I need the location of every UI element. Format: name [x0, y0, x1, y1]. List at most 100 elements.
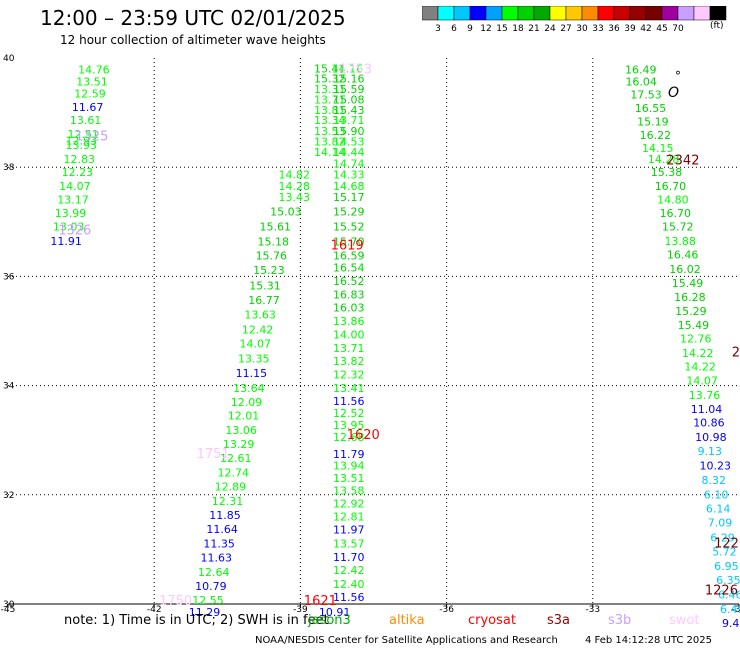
map-grid: [8, 58, 739, 604]
wave-height-value: 14.44: [333, 146, 365, 159]
wave-height-value: 11.70: [333, 551, 365, 564]
wave-height-value: 16.03: [333, 302, 365, 315]
pass-time-label: 1619: [331, 239, 364, 254]
wave-height-value: 13.93: [66, 139, 98, 152]
island-marker: O: [668, 85, 679, 101]
wave-height-value: 10.91: [319, 606, 351, 619]
wave-height-value: 14.16: [332, 62, 364, 75]
wave-height-value: 11.64: [206, 523, 238, 536]
pass-time-label: 1226: [705, 583, 738, 598]
island-marker: °: [675, 69, 681, 83]
wave-height-value: 15.19: [637, 115, 669, 128]
wave-height-value: 16.49: [625, 63, 657, 76]
pass-time-label: 1751: [197, 447, 230, 462]
wave-height-value: 13.71: [333, 342, 365, 355]
color-scale-bar: 3 6 9 12 15 18 21 24 27 30 33 36 39 42 45 70: [422, 6, 727, 34]
wave-height-value: 10.98: [695, 431, 727, 444]
wave-height-value: 14.28: [648, 153, 680, 166]
wave-height-value: 14.07: [686, 375, 718, 388]
page-subtitle: 12 hour collection of altimeter wave hei…: [60, 33, 326, 47]
wave-height-value: 12.40: [333, 578, 365, 591]
wave-height-value: 12.42: [333, 564, 365, 577]
wave-height-value: 13.95: [333, 419, 365, 432]
wave-height-value: 14.22: [682, 347, 714, 360]
wave-height-value: 15.18: [258, 235, 290, 248]
wave-height-value: 11.67: [72, 101, 104, 114]
wave-height-value: 14.07: [59, 180, 91, 193]
pass-time-label: 1326: [58, 223, 91, 238]
wave-height-value: 15.16: [333, 73, 365, 86]
wave-height-value: 14.00: [333, 328, 365, 341]
color-scale-label: 3: [435, 24, 441, 34]
wave-height-value: 13.51: [76, 75, 108, 88]
wave-height-value: 10.79: [195, 580, 227, 593]
wave-height-value: 13.41: [333, 382, 365, 395]
wave-height-value: 14.14: [314, 146, 346, 159]
wave-height-value: 13.61: [70, 114, 102, 127]
wave-height-value: 12.42: [242, 323, 273, 336]
wave-height-value: 12.59: [74, 87, 106, 100]
wave-height-value: 16.28: [674, 291, 706, 304]
wave-height-value: 13.43: [278, 191, 310, 204]
wave-height-value: 15.38: [651, 166, 683, 179]
wave-height-value: 15.41: [314, 62, 346, 75]
pass-time-label: 234: [732, 346, 740, 361]
wave-height-value: 13.86: [333, 315, 365, 328]
wave-height-value: 11.91: [50, 235, 81, 248]
latitude-tick-label: 30: [3, 600, 15, 610]
legend-item-s3b: s3b: [608, 613, 632, 628]
color-scale-label: 27: [560, 24, 571, 34]
wave-height-value: 13.31: [314, 83, 346, 96]
color-scale-label: 24: [544, 24, 556, 34]
color-scale-label: 18: [512, 24, 524, 34]
pass-time-label: 122: [714, 536, 739, 551]
latitude-tick-label: 36: [3, 272, 15, 282]
pass-time-label: 1620: [347, 428, 380, 443]
wave-height-value: 12.74: [218, 466, 250, 479]
wave-height-value: 15.59: [333, 83, 365, 96]
wave-height-value: 14.74: [333, 157, 365, 170]
wave-height-value: 12.93: [66, 134, 98, 147]
wave-height-value: 12.52: [333, 407, 365, 420]
footer-note: note: 1) Time is in UTC; 2) SWH is in fe…: [64, 613, 329, 628]
wave-height-value: 14.68: [333, 180, 365, 193]
wave-height-value: 12.76: [680, 333, 712, 346]
wave-height-value: 15.70: [333, 235, 365, 248]
latitude-tick-label: 32: [3, 491, 14, 501]
wave-height-value: 11.15: [236, 367, 267, 380]
wave-height-value: 12.55: [192, 594, 224, 607]
wave-height-value: 13.63: [244, 309, 276, 322]
color-scale-label: 21: [528, 24, 539, 34]
legend-item-cryosat: cryosat: [468, 613, 516, 628]
altimeter-tracks: 14.7613.5112.5911.6713.6112.5112.9313.93…: [50, 62, 740, 630]
wave-height-value: 13.99: [55, 207, 86, 220]
wave-height-value: 15.90: [333, 125, 365, 138]
pass-time-label: 2342: [666, 154, 699, 169]
wave-height-value: 11.29: [189, 606, 221, 619]
wave-height-value: 14.53: [333, 136, 365, 149]
wave-height-value: 13.64: [233, 382, 265, 395]
wave-height-value: 13.82: [314, 136, 346, 149]
wave-height-value: 13.35: [238, 352, 270, 365]
color-scale-label: 39: [624, 24, 636, 34]
wave-height-value: 15.17: [333, 191, 365, 204]
wave-height-value: 16.83: [333, 288, 365, 301]
wave-height-value: 14.15: [642, 142, 674, 155]
longitude-tick-label: -36: [439, 605, 454, 615]
wave-height-value: 13.29: [223, 438, 255, 451]
wave-height-value: 12.09: [231, 396, 263, 409]
wave-height-value: 13.58: [333, 484, 365, 497]
wave-height-value: 13.76: [689, 389, 721, 402]
wave-height-value: 6.49: [720, 603, 740, 616]
wave-height-value: 5.72: [712, 546, 737, 559]
wave-height-value: 6.10: [704, 488, 729, 501]
color-scale-label: 30: [576, 24, 588, 34]
longitude-tick-label: -39: [293, 605, 308, 615]
wave-height-value: 13.34: [314, 114, 346, 127]
color-scale-label: 12: [480, 24, 491, 34]
longitude-tick-label: -45: [1, 605, 16, 615]
wave-height-value: 15.31: [249, 280, 280, 293]
wave-height-value: 12.23: [62, 166, 94, 179]
wave-height-value: 16.46: [667, 249, 699, 262]
